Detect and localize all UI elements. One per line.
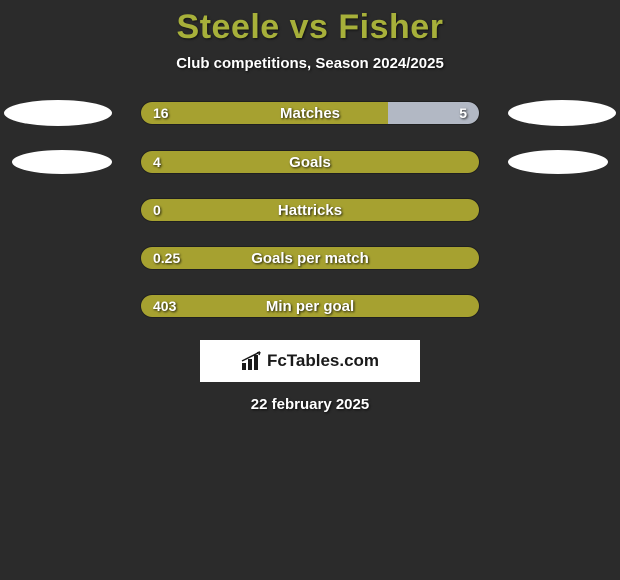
player1-ellipse (12, 150, 112, 174)
player1-value: 0 (153, 199, 161, 221)
player2-value: 5 (459, 102, 467, 124)
comparison-card: Steele vs Fisher Club competitions, Seas… (0, 0, 620, 413)
stat-label: Goals (141, 151, 479, 173)
stat-row: Matches16 5 (0, 100, 620, 126)
player1-ellipse (4, 100, 112, 126)
stat-label: Min per goal (141, 295, 479, 317)
subtitle: Club competitions, Season 2024/2025 (0, 55, 620, 72)
stat-bar: Matches16 5 (140, 101, 480, 125)
stat-bar: Hattricks0 (140, 198, 480, 222)
player1-value: 16 (153, 102, 169, 124)
stat-row: Min per goal403 (0, 294, 620, 318)
player1-value: 0.25 (153, 247, 180, 269)
stat-bar: Goals per match0.25 (140, 246, 480, 270)
stat-label: Goals per match (141, 247, 479, 269)
bar-chart-icon (241, 351, 265, 371)
stat-bar: Min per goal403 (140, 294, 480, 318)
stat-bar: Goals4 (140, 150, 480, 174)
stat-label: Hattricks (141, 199, 479, 221)
player2-ellipse (508, 100, 616, 126)
stat-row: Goals4 (0, 150, 620, 174)
player2-ellipse (508, 150, 608, 174)
logo: FcTables.com (241, 351, 379, 371)
stat-row: Hattricks0 (0, 198, 620, 222)
logo-text: FcTables.com (267, 351, 379, 371)
stat-label: Matches (141, 102, 479, 124)
player1-value: 403 (153, 295, 176, 317)
stat-rows: Matches16 5 Goals4 Hattricks0 Goals per matc… (0, 100, 620, 318)
stat-row: Goals per match0.25 (0, 246, 620, 270)
logo-box: FcTables.com (200, 340, 420, 382)
date: 22 february 2025 (0, 396, 620, 413)
page-title: Steele vs Fisher (0, 8, 620, 47)
player1-value: 4 (153, 151, 161, 173)
